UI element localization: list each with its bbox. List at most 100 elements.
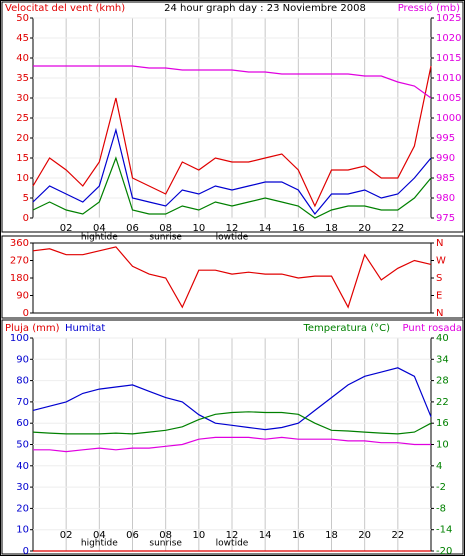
x-tick-label: 06 bbox=[126, 223, 139, 234]
x-tick-label: 12 bbox=[226, 223, 239, 234]
y2-tick-label: 10 bbox=[436, 440, 449, 451]
panel-frame bbox=[1, 1, 464, 233]
y2-tick-label: E bbox=[436, 291, 442, 302]
y-tick-label: 0 bbox=[23, 213, 29, 224]
y2-tick-label: 22 bbox=[436, 397, 449, 408]
y2-tick-label: 34 bbox=[436, 354, 449, 365]
x-tick-label: 14 bbox=[259, 530, 272, 541]
legend-entry: Pluja (mm) bbox=[5, 323, 60, 334]
y-tick-label: 0 bbox=[23, 308, 29, 319]
annotation: hightide bbox=[81, 233, 118, 243]
annotation: lowtide bbox=[216, 233, 249, 243]
y-tick-label: 100 bbox=[10, 333, 29, 344]
y-tick-label: 60 bbox=[16, 418, 29, 429]
y-tick-label: 0 bbox=[23, 546, 29, 556]
y-tick-label: 35 bbox=[16, 73, 29, 84]
legend-entry: Humitat bbox=[65, 323, 105, 334]
x-tick-label: 20 bbox=[358, 223, 371, 234]
x-tick-label: 12 bbox=[226, 530, 239, 541]
y2-tick-label: -8 bbox=[436, 503, 446, 514]
x-tick-label: 18 bbox=[325, 223, 338, 234]
x-tick-label: 04 bbox=[93, 530, 106, 541]
series-line bbox=[32, 367, 432, 431]
series-line bbox=[32, 127, 432, 215]
x-tick-label: 02 bbox=[60, 530, 73, 541]
y2-tick-label: 980 bbox=[436, 193, 455, 204]
annotation: hightide bbox=[81, 539, 118, 549]
y2-tick-label: 40 bbox=[436, 333, 449, 344]
annotation: lowtide bbox=[216, 539, 249, 549]
y-tick-label: 15 bbox=[16, 153, 29, 164]
y-tick-label: 45 bbox=[16, 33, 29, 44]
x-tick-label: 04 bbox=[93, 223, 106, 234]
y2-tick-label: -20 bbox=[436, 546, 452, 556]
y-tick-label: 90 bbox=[16, 354, 29, 365]
x-tick-label: 22 bbox=[391, 530, 404, 541]
y-tick-label: 30 bbox=[16, 482, 29, 493]
y-tick-label: 50 bbox=[16, 440, 29, 451]
y-tick-label: 50 bbox=[16, 13, 29, 24]
plot-area bbox=[32, 242, 432, 314]
y-tick-label: 70 bbox=[16, 397, 29, 408]
y-tick-label: 80 bbox=[16, 376, 29, 387]
x-tick-label: 16 bbox=[292, 223, 305, 234]
y2-tick-label: 975 bbox=[436, 213, 455, 224]
y2-tick-label: -2 bbox=[436, 482, 446, 493]
panel-frame bbox=[1, 235, 464, 319]
y-tick-label: 360 bbox=[10, 238, 29, 249]
x-tick-label: 08 bbox=[159, 223, 172, 234]
y2-tick-label: 1005 bbox=[436, 93, 461, 104]
legend-entry: Punt rosada bbox=[403, 323, 462, 334]
y2-tick-label: 1020 bbox=[436, 33, 461, 44]
x-tick-label: 16 bbox=[292, 530, 305, 541]
y2-tick-label: W bbox=[436, 256, 446, 267]
legend-entry: Pressió (mb) bbox=[398, 2, 460, 14]
x-tick-label: 20 bbox=[358, 530, 371, 541]
y-tick-label: 180 bbox=[10, 273, 29, 284]
x-tick-label: 10 bbox=[192, 530, 205, 541]
y-tick-label: 270 bbox=[10, 256, 29, 267]
x-tick-label: 14 bbox=[259, 223, 272, 234]
series-line bbox=[33, 436, 431, 453]
legend-entry: Temperatura (°C) bbox=[302, 323, 390, 334]
y2-tick-label: 995 bbox=[436, 133, 455, 144]
series-line bbox=[32, 65, 432, 208]
y-axis-label: Velocitat del vent (kmh) bbox=[5, 3, 125, 14]
y-tick-label: 20 bbox=[16, 133, 29, 144]
panel-frame bbox=[1, 319, 464, 555]
series-line bbox=[32, 246, 432, 309]
x-tick-label: 18 bbox=[325, 530, 338, 541]
y2-tick-label: 1015 bbox=[436, 53, 461, 64]
y-tick-label: 90 bbox=[16, 291, 29, 302]
y2-tick-label: 990 bbox=[436, 153, 455, 164]
series-line bbox=[32, 411, 432, 435]
y-tick-label: 25 bbox=[16, 113, 29, 124]
y-tick-label: 40 bbox=[16, 461, 29, 472]
y-tick-label: 10 bbox=[16, 173, 29, 184]
y2-tick-label: 985 bbox=[436, 173, 455, 184]
chart-title: 24 hour graph day : 23 Noviembre 2008 bbox=[164, 3, 366, 14]
y2-tick-label: 28 bbox=[436, 376, 449, 387]
y-tick-label: 10 bbox=[16, 525, 29, 536]
y-tick-label: 30 bbox=[16, 93, 29, 104]
y2-tick-label: 1010 bbox=[436, 73, 461, 84]
y2-tick-label: 4 bbox=[436, 461, 442, 472]
annotation: sunrise bbox=[149, 539, 182, 549]
annotation: sunrise bbox=[149, 233, 182, 243]
series-line bbox=[32, 156, 432, 219]
x-tick-label: 02 bbox=[60, 223, 73, 234]
x-tick-label: 08 bbox=[159, 530, 172, 541]
y2-tick-label: N bbox=[436, 238, 443, 249]
y-tick-label: 5 bbox=[23, 193, 29, 204]
y2-tick-label: 1025 bbox=[436, 13, 461, 24]
y2-tick-label: 16 bbox=[436, 418, 449, 429]
y-tick-label: 20 bbox=[16, 503, 29, 514]
y2-tick-label: N bbox=[436, 308, 443, 319]
y2-tick-label: S bbox=[436, 273, 442, 284]
x-tick-label: 10 bbox=[192, 223, 205, 234]
series-line bbox=[33, 65, 432, 99]
x-tick-label: 22 bbox=[391, 223, 404, 234]
y2-tick-label: -14 bbox=[436, 525, 452, 536]
y2-tick-label: 1000 bbox=[436, 113, 461, 124]
